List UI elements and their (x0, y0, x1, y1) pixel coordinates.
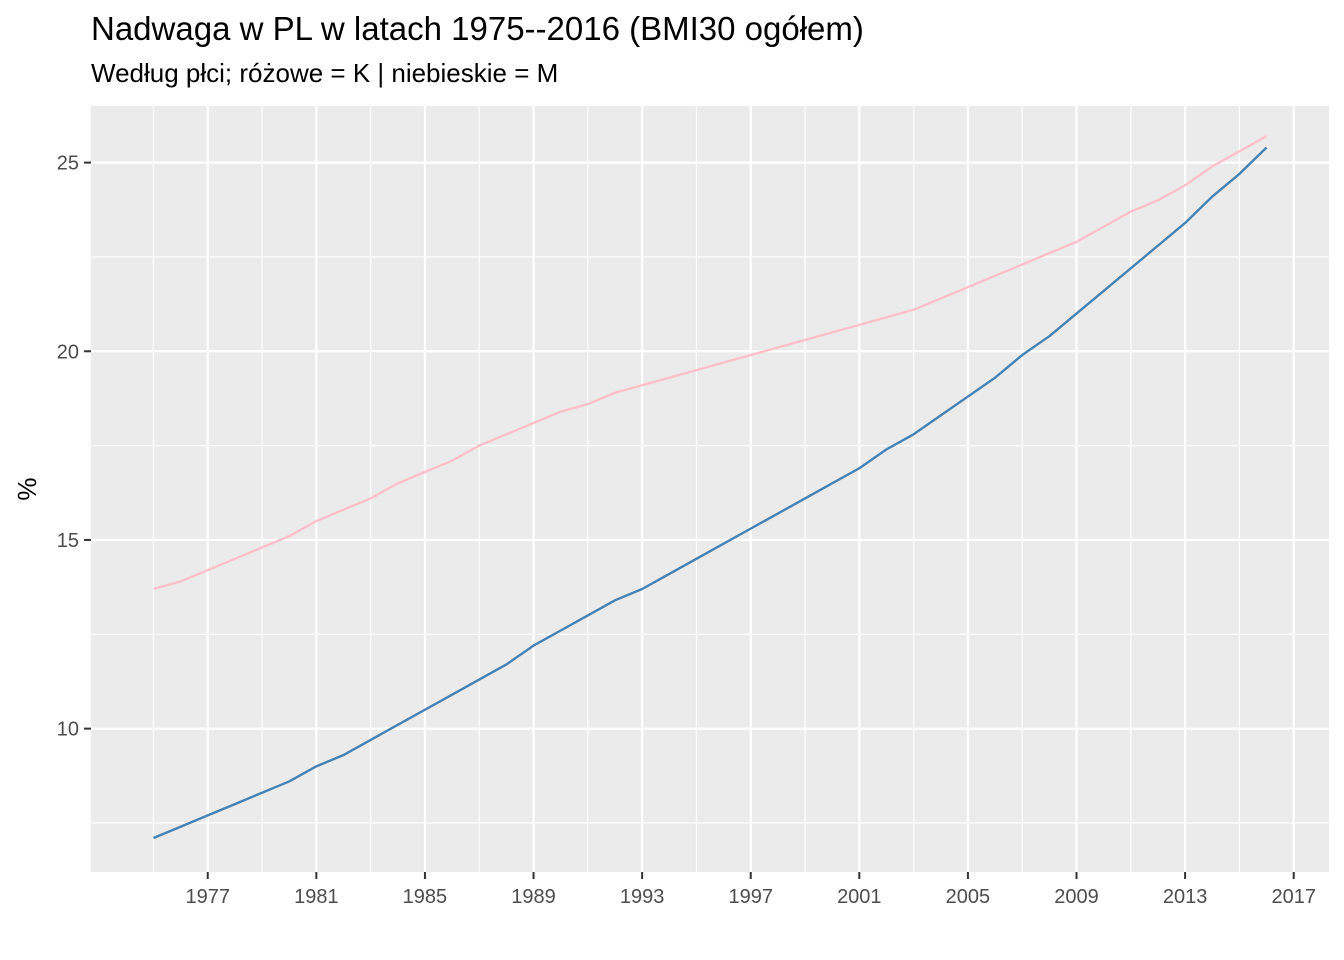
y-axis: 10 15 20 25 (57, 153, 91, 741)
y-tick-label: 10 (57, 719, 79, 741)
y-tick-label: 20 (57, 341, 79, 363)
chart-title: Nadwaga w PL w latach 1975--2016 (BMI30 … (91, 10, 864, 47)
y-tick-label: 25 (57, 153, 79, 175)
x-tick-label: 1981 (294, 886, 339, 908)
x-tick-label: 2001 (837, 886, 882, 908)
series-line-1 (153, 135, 1268, 591)
y-tick-label: 15 (57, 530, 79, 552)
x-tick-label: 2013 (1163, 886, 1208, 908)
chart-subtitle: Według płci; różowe = K | niebieskie = M (91, 58, 559, 88)
x-axis: 1977 1981 1985 1989 1993 1997 2001 2005 2009 2013… (185, 872, 1316, 908)
x-tick-label: 1989 (511, 886, 556, 908)
major-gridlines (91, 106, 1329, 872)
x-tick-label: 2017 (1271, 886, 1316, 908)
x-tick-label: 1985 (403, 886, 448, 908)
series-lines (152, 135, 1268, 840)
x-tick-label: 1993 (620, 886, 665, 908)
x-tick-label: 2009 (1054, 886, 1099, 908)
x-tick-label: 1997 (728, 886, 773, 908)
y-axis-title: % (12, 477, 42, 500)
plot-panel (91, 106, 1329, 872)
minor-gridlines (91, 106, 1329, 872)
x-tick-label: 2005 (946, 886, 991, 908)
x-tick-label: 1977 (185, 886, 230, 908)
series-line-2 (152, 146, 1268, 840)
